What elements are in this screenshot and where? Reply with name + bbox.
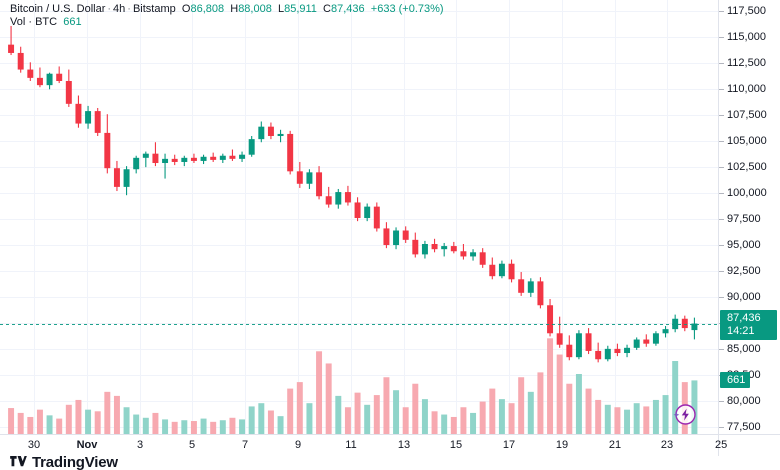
price-axis-stub xyxy=(719,348,724,350)
price-axis-tick: 112,500 xyxy=(727,57,766,70)
candlestick-series xyxy=(8,25,698,434)
price-axis-tick: 107,500 xyxy=(727,109,767,122)
time-axis-tick-last: 25 xyxy=(715,439,728,451)
price-line-overlay xyxy=(0,324,718,325)
time-axis-tick: 30 xyxy=(27,439,41,451)
price-axis-tick: 92,500 xyxy=(727,265,761,277)
time-axis-tick: 15 xyxy=(449,439,463,451)
price-axis-tick: 95,000 xyxy=(727,239,761,251)
price-axis-tick: 117,500 xyxy=(727,5,766,18)
time-axis-tick: 17 xyxy=(502,439,516,451)
time-axis-tick: 9 xyxy=(294,439,302,451)
tradingview-logo-icon xyxy=(10,456,27,467)
price-axis-tick: 97,500 xyxy=(727,213,761,226)
tradingview-brand-text: TradingView xyxy=(32,455,118,470)
time-axis-tick: 21 xyxy=(608,439,622,451)
price-axis-stub xyxy=(719,426,724,428)
price-axis-stub xyxy=(719,115,724,117)
price-axis-stub xyxy=(719,193,724,195)
price-axis-stub xyxy=(719,296,724,298)
last-volume-badge[interactable]: 661 xyxy=(720,372,751,389)
price-axis-tick: 90,000 xyxy=(727,290,761,303)
price-axis-tick: 105,000 xyxy=(727,135,767,148)
time-axis-tick: 23 xyxy=(660,439,674,451)
price-axis-stub xyxy=(719,141,724,143)
price-axis-tick: 110,000 xyxy=(727,83,766,96)
price-axis-tick: 102,500 xyxy=(727,161,767,174)
price-axis-stub xyxy=(719,271,724,272)
price-axis-stub xyxy=(719,219,724,221)
time-axis-tick: Nov xyxy=(76,439,98,451)
price-axis-stub xyxy=(719,89,724,91)
last-price-badge[interactable]: 87,436 14:21 xyxy=(720,309,777,340)
time-axis-tick: 19 xyxy=(555,439,569,451)
time-axis-tick: 5 xyxy=(188,439,196,451)
chart-gridlines xyxy=(0,0,718,434)
lightning-bolt-icon[interactable] xyxy=(670,401,696,427)
time-axis-tick: 11 xyxy=(345,439,357,451)
bar-countdown: 14:21 xyxy=(727,324,755,337)
price-axis-tick: 115,000 xyxy=(727,31,766,44)
time-axis-tick: 13 xyxy=(397,439,411,451)
last-price-value: 87,436 xyxy=(727,311,761,324)
time-axis[interactable]: 30 Nov 3 5 7 9 11 13 15 17 19 21 23 xyxy=(0,434,718,456)
price-axis-tick: 77,500 xyxy=(727,420,761,433)
price-axis-stub xyxy=(719,400,724,402)
price-axis-stub xyxy=(719,11,724,13)
price-axis-stub xyxy=(719,245,724,246)
tradingview-brand[interactable]: TradingView xyxy=(10,455,118,470)
price-axis-tick: 85,000 xyxy=(727,342,761,355)
chart-plot-area[interactable] xyxy=(0,0,718,434)
price-axis-stub xyxy=(719,167,724,169)
time-axis-tick: 7 xyxy=(241,439,249,451)
price-axis[interactable]: 117,500 115,000 112,500 110,000 107,500 105,0… xyxy=(718,0,780,434)
time-axis-tick: 3 xyxy=(136,439,144,451)
price-axis-stub xyxy=(719,37,724,39)
axis-corner[interactable]: 25 xyxy=(715,434,780,456)
price-axis-tick: 100,000 xyxy=(727,187,767,200)
last-volume-value: 661 xyxy=(727,374,746,387)
price-axis-stub xyxy=(719,63,724,65)
price-axis-tick: 80,000 xyxy=(727,394,761,407)
